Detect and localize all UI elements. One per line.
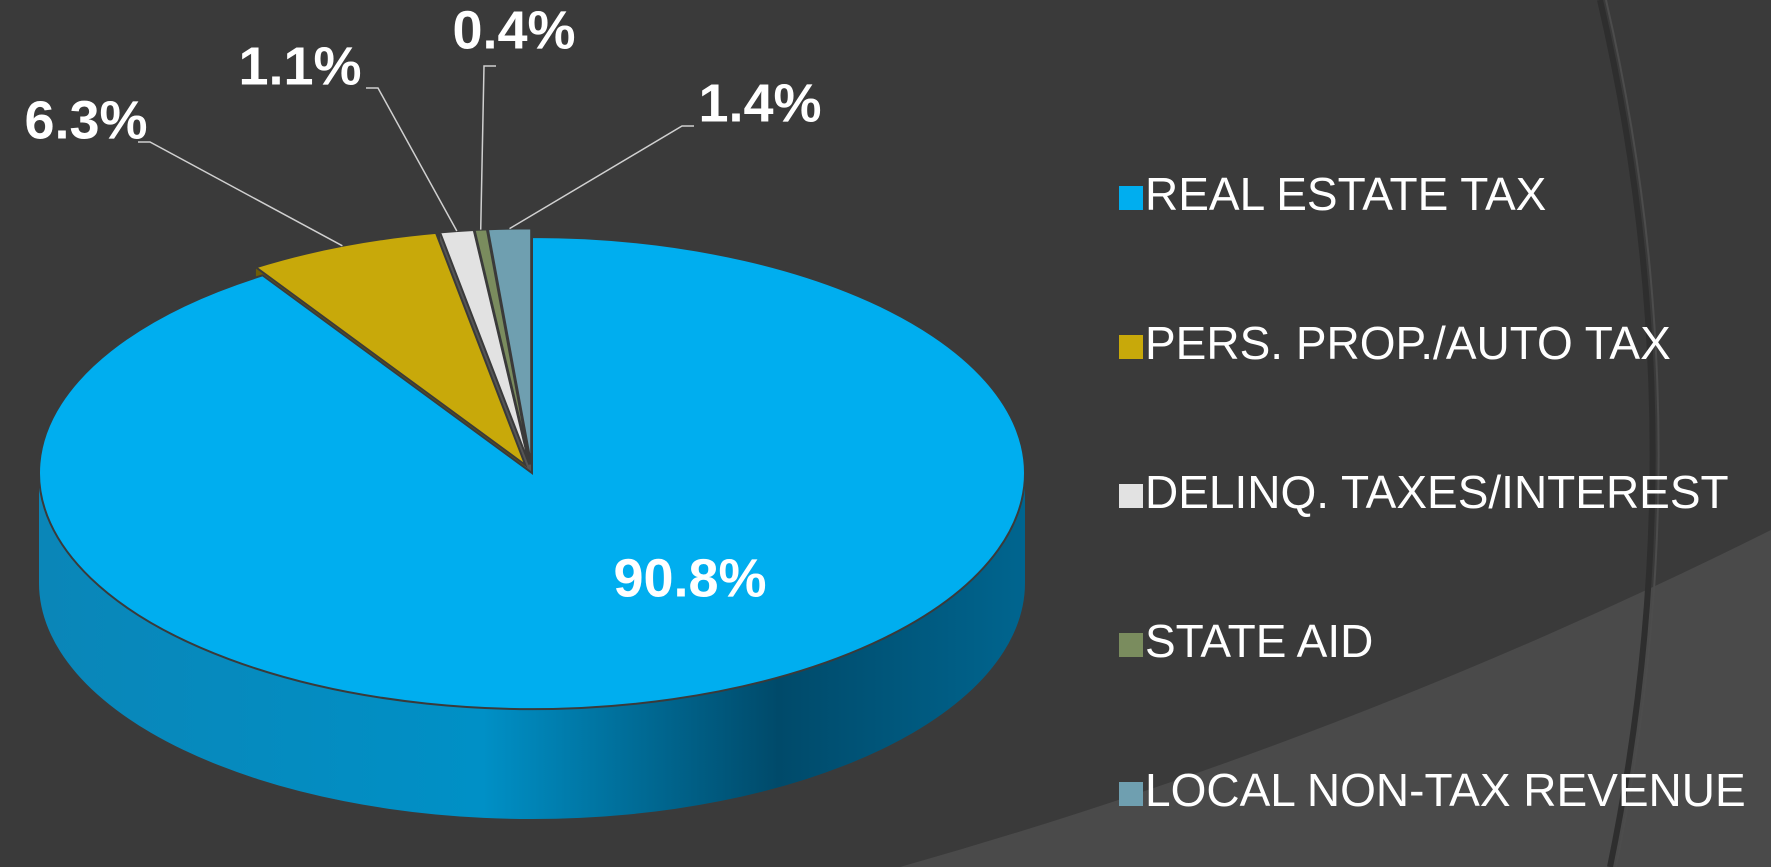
legend-label: LOCAL NON-TAX REVENUE: [1145, 764, 1746, 816]
leader-line: [509, 125, 694, 230]
legend-swatch: [1119, 633, 1143, 657]
pie-slice: [473, 228, 532, 465]
legend-label: REAL ESTATE TAX: [1145, 168, 1546, 220]
legend-label: PERS. PROP./AUTO TAX: [1145, 317, 1671, 369]
leader-line: [138, 141, 343, 247]
background-arc: [1605, 0, 1660, 867]
legend-swatch: [1119, 484, 1143, 508]
background-band: [900, 530, 1771, 867]
legend: REAL ESTATE TAX PERS. PROP./AUTO TAX DELIN…: [1119, 168, 1746, 816]
legend-swatch: [1119, 186, 1143, 210]
data-label: 6.3%: [24, 90, 147, 150]
legend-label: DELINQ. TAXES/INTEREST: [1145, 466, 1729, 518]
pie: [38, 227, 1026, 819]
data-label: 1.1%: [238, 36, 361, 96]
data-label: 1.4%: [698, 73, 821, 133]
pie-slice: [38, 235, 1026, 710]
labels: 90.8% 6.3% 1.1% 0.4% 1.4%: [24, 0, 821, 608]
legend-swatch: [1119, 335, 1143, 359]
data-label: 90.8%: [613, 548, 766, 608]
legend-label: STATE AID: [1145, 615, 1373, 667]
legend-swatch: [1119, 782, 1143, 806]
leader-line: [479, 65, 496, 230]
data-label: 0.4%: [452, 0, 575, 60]
leader-line: [366, 87, 458, 232]
pie-slice-side: [39, 473, 1025, 819]
pie-slice: [253, 231, 528, 468]
background-arc: [1597, 0, 1656, 867]
